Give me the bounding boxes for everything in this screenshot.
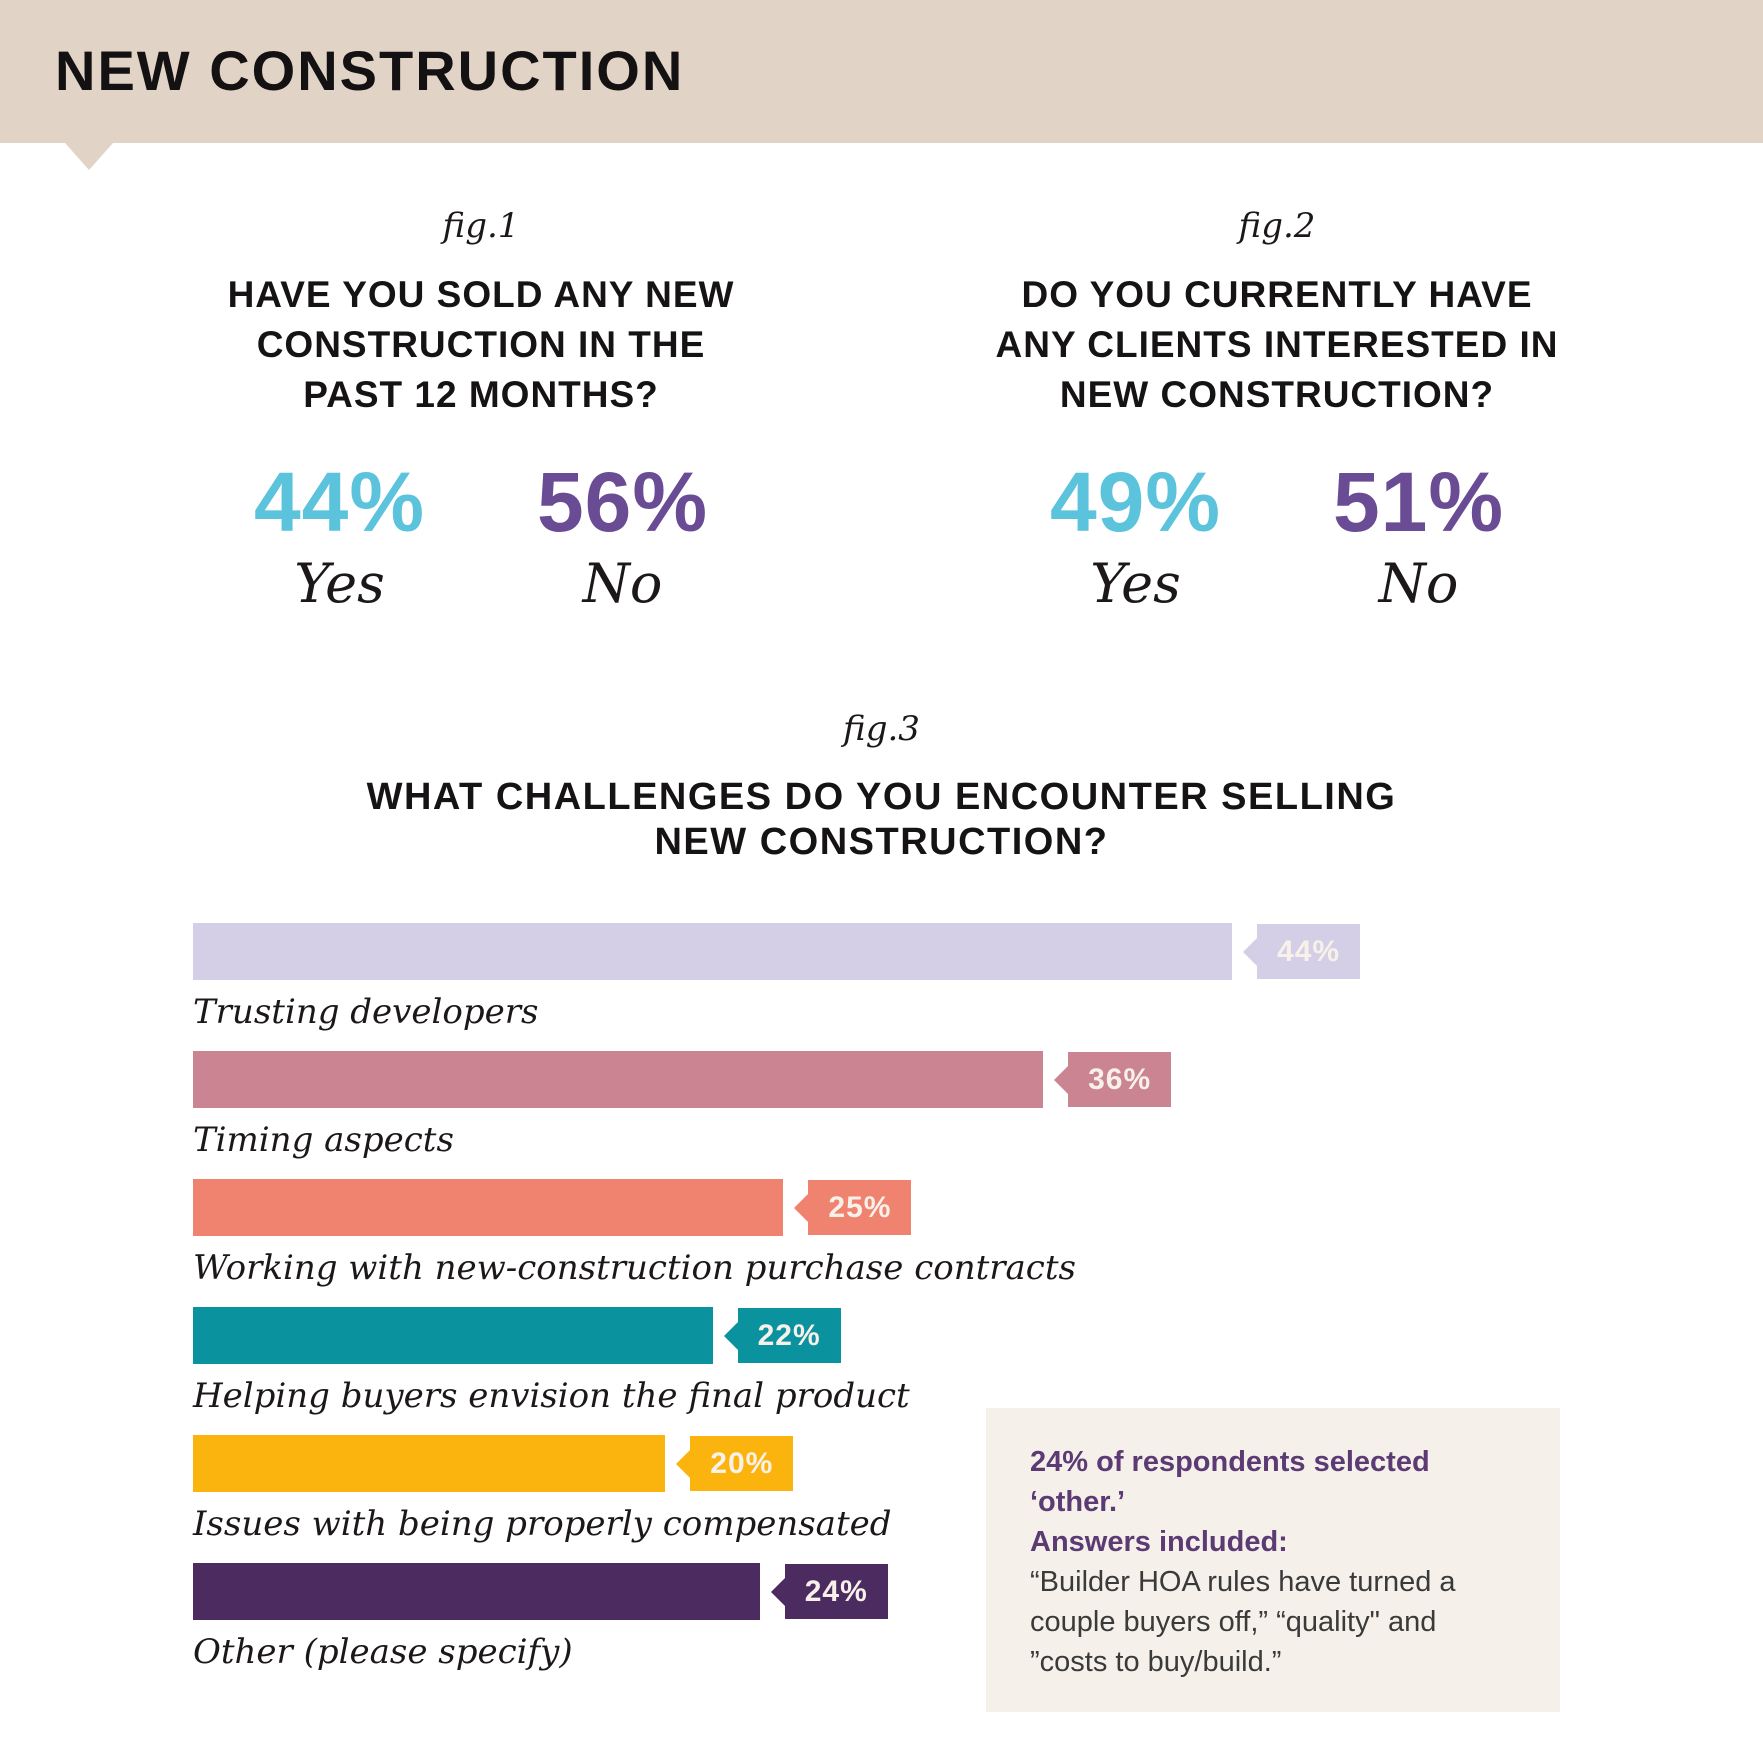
figure-2-answers: 49% Yes 51% No xyxy=(994,460,1560,613)
bar xyxy=(193,1051,1044,1109)
note-heading: 24% of respondents selected ‘other.’ Ans… xyxy=(1030,1446,1430,1559)
bar-track: 25% xyxy=(193,1179,1560,1237)
figure-2-answer-no: 51% No xyxy=(1277,460,1560,613)
figure-2-question: DO YOU CURRENTLY HAVE ANY CLIENTS INTERE… xyxy=(995,274,1559,415)
figure-3-label: fig.3 xyxy=(843,709,920,750)
bar-value-tag: 22% xyxy=(737,1308,841,1364)
figure-3-question: WHAT CHALLENGES DO YOU ENCOUNTER SELLING… xyxy=(366,776,1397,864)
bar-value: 24% xyxy=(804,1574,868,1608)
yes-percentage: 44% xyxy=(253,455,426,549)
bar-value: 20% xyxy=(710,1446,774,1480)
header-band: NEW CONSTRUCTION xyxy=(0,0,1763,143)
no-percentage: 56% xyxy=(536,455,709,549)
header-notch-triangle xyxy=(65,143,113,170)
bar-chart: 44% Trusting developers 36% Timing aspec… xyxy=(193,923,1560,1713)
bar-row: 25% Working with new-construction purcha… xyxy=(193,1179,1560,1286)
figure-3-chart: fig.3 WHAT CHALLENGES DO YOU ENCOUNTER S… xyxy=(0,709,1763,1713)
bar-track: 22% xyxy=(193,1307,1560,1365)
figure-1-answer-no: 56% No xyxy=(481,460,764,613)
bar xyxy=(193,923,1233,981)
bar-category-label: Trusting developers xyxy=(193,992,539,1033)
yes-no-figures: fig.1 HAVE YOU SOLD ANY NEW CONSTRUCTION… xyxy=(198,206,1763,613)
figure-2: fig.2 DO YOU CURRENTLY HAVE ANY CLIENTS … xyxy=(994,206,1560,613)
bar-value-tag: 44% xyxy=(1257,924,1361,980)
bar-track: 36% xyxy=(193,1051,1560,1109)
no-percentage: 51% xyxy=(1332,455,1505,549)
yes-percentage: 49% xyxy=(1049,455,1222,549)
bar-value: 25% xyxy=(828,1190,892,1224)
bar-row: 44% Trusting developers xyxy=(193,923,1560,1030)
page-title: NEW CONSTRUCTION xyxy=(55,39,685,102)
bar xyxy=(193,1563,760,1621)
bar-value-tag: 25% xyxy=(808,1180,912,1236)
bar-row: 24% Other (please specify) xyxy=(193,1563,1560,1670)
bar-row: 22% Helping buyers envision the final pr… xyxy=(193,1307,1560,1414)
note-body: “Builder HOA rules have turned a couple … xyxy=(1030,1566,1456,1679)
no-label: No xyxy=(582,552,663,615)
bar-track: 44% xyxy=(193,923,1560,981)
bar-category-label: Working with new-construction purchase c… xyxy=(193,1248,1076,1289)
figure-2-label: fig.2 xyxy=(1238,206,1316,246)
other-note-box: 24% of respondents selected ‘other.’ Ans… xyxy=(986,1408,1560,1713)
figure-1: fig.1 HAVE YOU SOLD ANY NEW CONSTRUCTION… xyxy=(198,206,764,613)
bar xyxy=(193,1307,713,1365)
bar-row: 36% Timing aspects xyxy=(193,1051,1560,1158)
bar-value: 22% xyxy=(757,1318,821,1352)
bar-row: 20% Issues with being properly compensat… xyxy=(193,1435,1560,1542)
bar-value: 44% xyxy=(1277,934,1341,968)
bar-category-label: Issues with being properly compensated xyxy=(193,1504,892,1545)
figure-1-answer-yes: 44% Yes xyxy=(198,460,481,613)
bar-category-label: Helping buyers envision the final produc… xyxy=(193,1376,910,1417)
figure-1-answers: 44% Yes 56% No xyxy=(198,460,764,613)
yes-label: Yes xyxy=(294,552,385,615)
figure-1-question: HAVE YOU SOLD ANY NEW CONSTRUCTION IN TH… xyxy=(227,274,735,415)
bar-track: 20% xyxy=(193,1435,1560,1493)
bar-category-label: Timing aspects xyxy=(193,1120,454,1161)
yes-label: Yes xyxy=(1090,552,1181,615)
bar-value-tag: 36% xyxy=(1068,1052,1172,1108)
no-label: No xyxy=(1378,552,1459,615)
bar xyxy=(193,1435,666,1493)
figure-2-answer-yes: 49% Yes xyxy=(994,460,1277,613)
bar-value-tag: 20% xyxy=(690,1436,794,1492)
bar-category-label: Other (please specify) xyxy=(193,1632,573,1673)
bar xyxy=(193,1179,784,1237)
bar-track: 24% xyxy=(193,1563,1560,1621)
bar-value-tag: 24% xyxy=(784,1564,888,1620)
bar-value: 36% xyxy=(1088,1062,1152,1096)
figure-1-label: fig.1 xyxy=(442,206,520,246)
